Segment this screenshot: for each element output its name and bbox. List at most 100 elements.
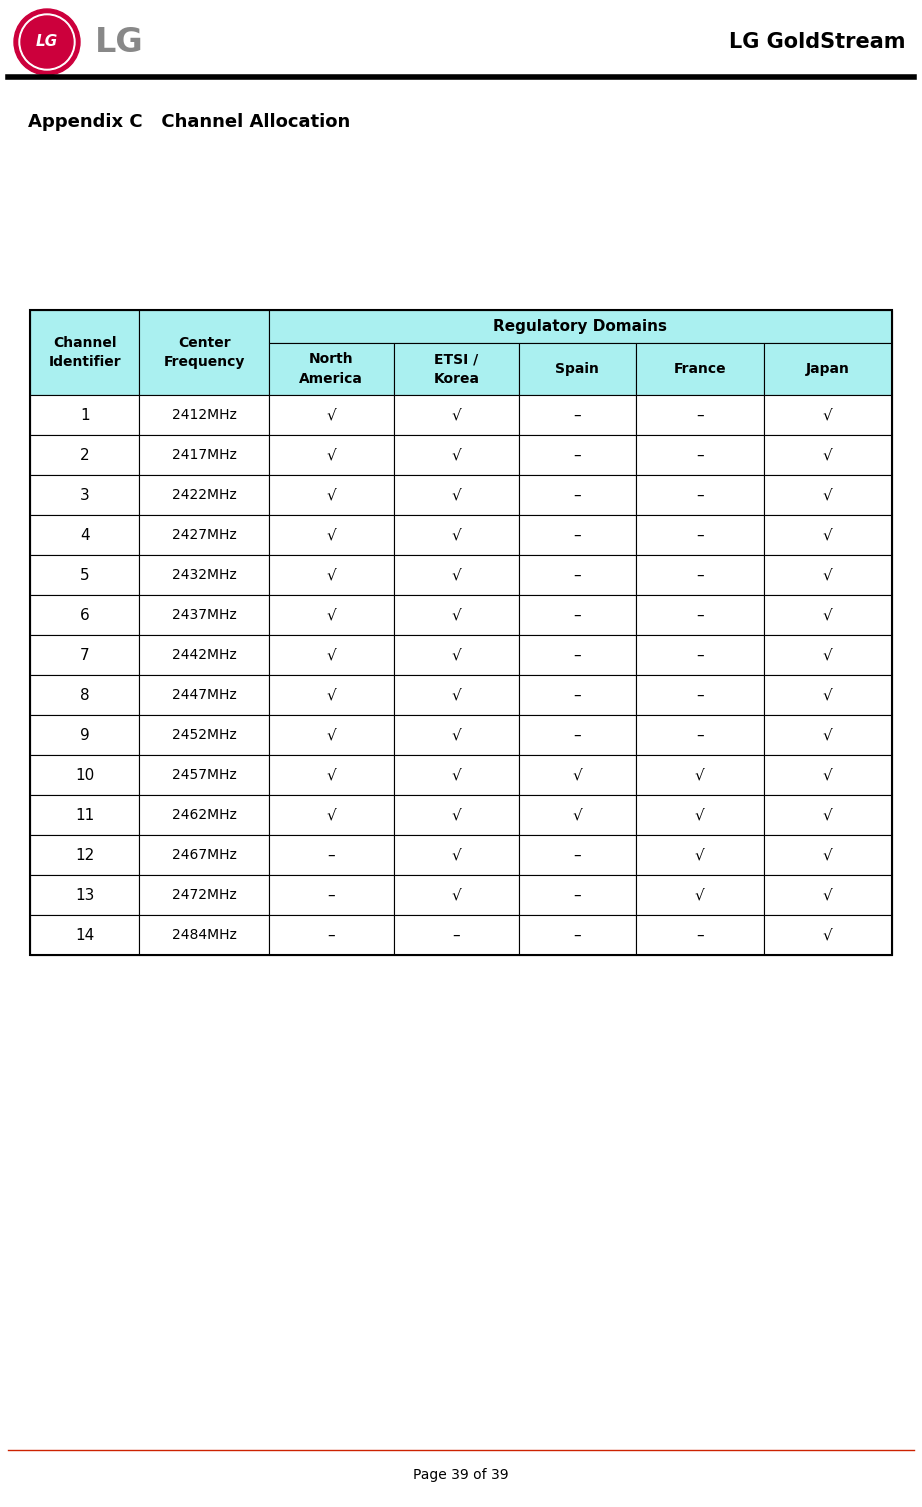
Text: 2432MHz: 2432MHz [171,568,237,582]
Text: √: √ [452,728,461,743]
Bar [394,555,519,595]
Text: 2457MHz: 2457MHz [171,769,237,782]
Text: 12: 12 [75,847,94,862]
Bar [636,675,763,714]
Text: –: – [327,847,335,862]
Text: √: √ [326,767,337,782]
Bar [763,675,892,714]
Bar [30,475,139,515]
Text: LG: LG [95,26,144,59]
Bar [519,915,636,955]
Text: France: France [673,362,727,377]
Text: –: – [327,927,335,942]
Text: 2484MHz: 2484MHz [171,928,237,942]
Bar [519,835,636,876]
Bar [636,634,763,675]
Text: √: √ [695,767,704,782]
Bar [763,915,892,955]
Bar [636,475,763,515]
Bar [139,395,269,436]
Text: LG GoldStream: LG GoldStream [728,32,905,53]
Bar [30,915,139,955]
Text: √: √ [326,568,337,583]
Bar [394,675,519,714]
Bar [519,755,636,796]
Text: Channel
Identifier: Channel Identifier [49,336,121,369]
Text: Appendix C   Channel Allocation: Appendix C Channel Allocation [28,113,350,131]
Text: –: – [696,527,703,543]
Bar [519,555,636,595]
Text: √: √ [695,888,704,903]
Bar [636,515,763,555]
Text: –: – [696,448,703,463]
Text: √: √ [452,487,461,502]
Bar [394,436,519,475]
Text: 2447MHz: 2447MHz [171,689,237,702]
Text: 2472MHz: 2472MHz [171,888,237,903]
Text: 10: 10 [75,767,94,782]
Circle shape [19,14,75,69]
Text: –: – [696,927,703,942]
Text: 2417MHz: 2417MHz [171,448,237,463]
Text: √: √ [452,767,461,782]
Bar [139,310,269,395]
Text: √: √ [695,847,704,862]
Text: √: √ [452,847,461,862]
Text: √: √ [823,527,833,543]
Bar [636,436,763,475]
Bar [519,796,636,835]
Bar [636,344,763,395]
Bar [636,714,763,755]
Text: √: √ [823,607,833,622]
Circle shape [14,9,80,75]
Bar [269,475,394,515]
Text: √: √ [823,728,833,743]
Text: 2437MHz: 2437MHz [171,607,237,622]
Text: √: √ [823,648,833,663]
Text: Page 39 of 39: Page 39 of 39 [413,1468,509,1481]
Bar [30,395,139,436]
Bar [636,395,763,436]
Bar [763,475,892,515]
Bar [636,835,763,876]
Bar [763,634,892,675]
Text: √: √ [326,607,337,622]
Bar [394,755,519,796]
Text: √: √ [326,527,337,543]
Bar [636,915,763,955]
Bar [394,634,519,675]
Bar [269,310,892,344]
Bar [139,515,269,555]
Text: √: √ [823,687,833,702]
Bar [30,876,139,915]
Bar [30,835,139,876]
Text: √: √ [326,648,337,663]
Bar [519,395,636,436]
Text: –: – [696,407,703,422]
Bar [139,595,269,634]
Bar [636,555,763,595]
Bar [394,344,519,395]
Bar [394,915,519,955]
Text: Regulatory Domains: Regulatory Domains [493,319,668,335]
Text: √: √ [573,808,583,823]
Bar [269,634,394,675]
Text: 1: 1 [80,407,89,422]
Bar [519,515,636,555]
Bar [269,515,394,555]
Text: √: √ [823,568,833,583]
Text: Spain: Spain [555,362,599,377]
Text: –: – [453,927,460,942]
Text: 2422MHz: 2422MHz [171,488,237,502]
Text: LG: LG [36,35,58,50]
Bar [269,876,394,915]
Bar [394,395,519,436]
Text: –: – [573,487,581,502]
Bar [763,395,892,436]
Bar [139,436,269,475]
Text: –: – [573,568,581,583]
Text: √: √ [452,607,461,622]
Text: 7: 7 [80,648,89,663]
Bar [30,515,139,555]
Bar [763,555,892,595]
